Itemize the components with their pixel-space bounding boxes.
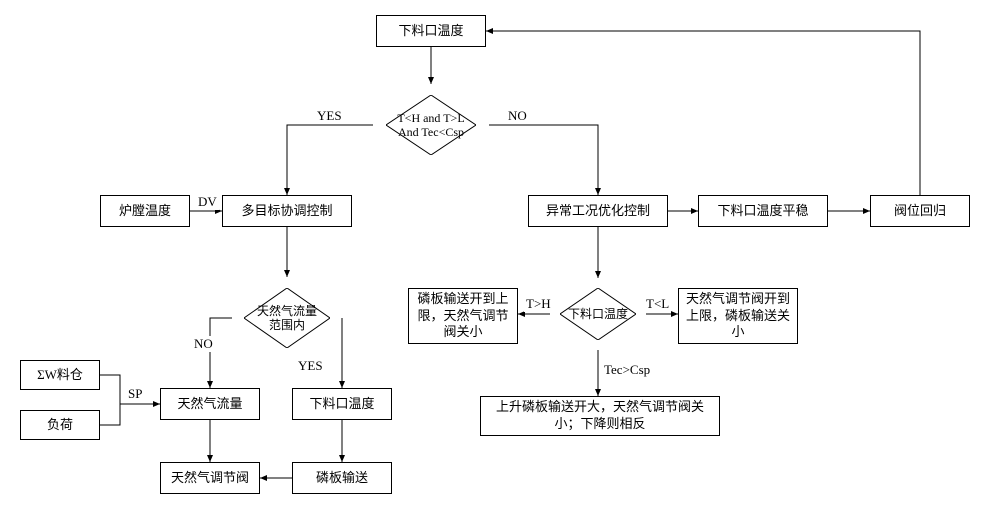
node-sigma_w: ΣW料仓 xyxy=(20,360,100,390)
edge-label-no1: NO xyxy=(506,108,529,124)
node-label-load: 负荷 xyxy=(47,417,73,434)
node-cond_main: T<H and T>L And Tec<Csp xyxy=(386,95,476,155)
edge-label-yes2: YES xyxy=(296,358,325,374)
node-act_th: 磷板输送开到上限，天然气调节阀关小 xyxy=(408,288,518,344)
edge-label-sp: SP xyxy=(126,386,144,402)
node-label-act_th: 磷板输送开到上限，天然气调节阀关小 xyxy=(415,291,511,342)
node-label-ng_flow: 天然气流量 xyxy=(177,396,242,413)
edge-cond_main-abn_opt xyxy=(489,125,598,195)
node-ng_valve: 天然气调节阀 xyxy=(160,462,260,494)
node-label-cond_main: T<H and T>L And Tec<Csp xyxy=(395,111,466,140)
node-start: 下料口温度 xyxy=(376,15,486,47)
node-multi_obj: 多目标协调控制 xyxy=(222,195,352,227)
edge-label-no2: NO xyxy=(192,336,215,352)
node-label-ng_valve: 天然气调节阀 xyxy=(171,470,249,487)
node-label-cond_flow: 天然气流量 范围内 xyxy=(255,304,319,333)
edge-cond_flow-ng_flow xyxy=(210,318,232,388)
node-label-act_tec: 上升磷板输送开大，天然气调节阀关小；下降则相反 xyxy=(487,399,713,433)
node-label-temp_stable: 下料口温度平稳 xyxy=(717,203,808,220)
node-label-sigma_w: ΣW料仓 xyxy=(37,367,83,384)
node-cond_flow: 天然气流量 范围内 xyxy=(244,288,330,348)
edge-load-sp_join xyxy=(100,404,120,425)
node-label-cond_temp: 下料口温度 xyxy=(566,307,630,321)
edge-label-dv: DV xyxy=(196,194,219,210)
edge-sigma_w-sp_join xyxy=(100,375,120,404)
node-label-furnace_temp: 炉膛温度 xyxy=(119,203,171,220)
connectors-layer xyxy=(0,0,1000,532)
node-ng_flow: 天然气流量 xyxy=(160,388,260,420)
node-act_tec: 上升磷板输送开大，天然气调节阀关小；下降则相反 xyxy=(480,396,720,436)
node-phos_conv: 磷板输送 xyxy=(292,462,392,494)
node-temp_stable: 下料口温度平稳 xyxy=(698,195,828,227)
node-label-start: 下料口温度 xyxy=(398,23,463,40)
node-label-valve_return: 阀位回归 xyxy=(894,203,946,220)
node-furnace_temp: 炉膛温度 xyxy=(100,195,190,227)
node-label-feed_temp2: 下料口温度 xyxy=(309,396,374,413)
node-valve_return: 阀位回归 xyxy=(870,195,970,227)
edge-cond_main-multi_obj xyxy=(287,125,373,195)
edge-label-tl: T<L xyxy=(644,296,671,312)
node-label-phos_conv: 磷板输送 xyxy=(316,470,368,487)
node-abn_opt: 异常工况优化控制 xyxy=(528,195,668,227)
node-feed_temp2: 下料口温度 xyxy=(292,388,392,420)
edge-label-th: T>H xyxy=(524,296,553,312)
node-cond_temp: 下料口温度 xyxy=(560,288,636,340)
node-act_tl: 天然气调节阀开到上限，磷板输送关小 xyxy=(678,288,798,344)
edge-valve_return-start xyxy=(486,31,920,195)
edge-label-yes1: YES xyxy=(315,108,344,124)
node-label-act_tl: 天然气调节阀开到上限，磷板输送关小 xyxy=(685,291,791,342)
edge-label-teccsp: Tec>Csp xyxy=(602,362,652,378)
node-label-abn_opt: 异常工况优化控制 xyxy=(546,203,650,220)
node-label-multi_obj: 多目标协调控制 xyxy=(241,203,332,220)
node-load: 负荷 xyxy=(20,410,100,440)
